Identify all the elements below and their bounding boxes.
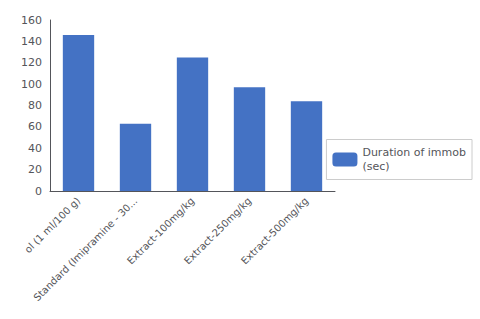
svg-text:100: 100 (21, 78, 42, 91)
svg-text:Extract-100mg/kg: Extract-100mg/kg (125, 195, 197, 267)
svg-text:Extract-500mg/kg: Extract-500mg/kg (239, 195, 310, 266)
svg-text:20: 20 (28, 163, 42, 176)
svg-text:Extract-250mg/kg: Extract-250mg/kg (182, 195, 254, 267)
svg-text:0: 0 (35, 185, 42, 198)
svg-text:140: 140 (21, 35, 42, 48)
svg-text:Duration of immob: Duration of immob (362, 146, 466, 159)
svg-text:80: 80 (28, 99, 42, 112)
svg-text:(sec): (sec) (362, 160, 389, 173)
svg-text:160: 160 (21, 14, 42, 27)
svg-text:Standard (Imipramine - 30...: Standard (Imipramine - 30... (31, 195, 139, 303)
svg-text:120: 120 (21, 56, 42, 69)
svg-text:60: 60 (28, 120, 42, 133)
svg-text:40: 40 (28, 142, 42, 155)
svg-text:ol (1 ml/100 g): ol (1 ml/100 g) (22, 195, 82, 255)
